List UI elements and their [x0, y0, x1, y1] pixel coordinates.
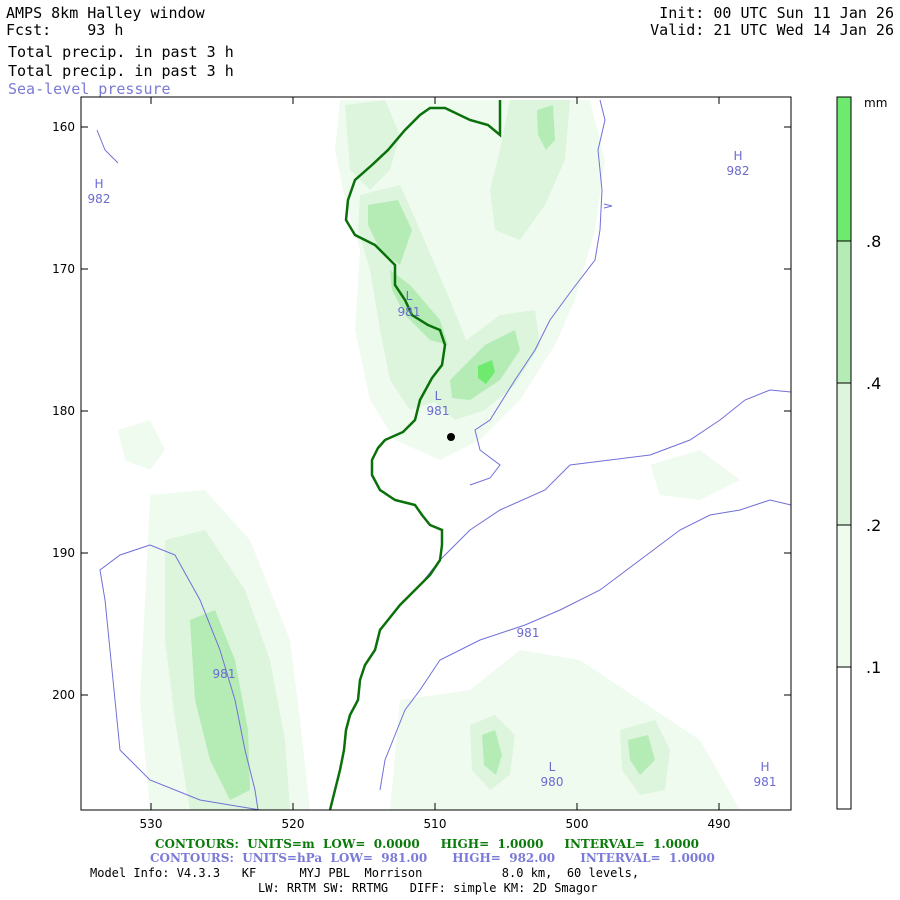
- plot-area: [81, 97, 791, 810]
- colorbar-label-0.1: .1: [866, 658, 881, 677]
- l-value-bottom: 980: [541, 775, 564, 789]
- field-label-1: Total precip. in past 3 h: [8, 43, 234, 61]
- y-tick-labels: 160 170 180 190 200: [52, 120, 75, 702]
- isobar-small-loop: [603, 203, 613, 209]
- pressure-centers: H 982 H 982 L 981 L 981 L 980 H 981 981 …: [88, 149, 777, 789]
- colorbar-seg-0: [837, 667, 851, 809]
- coastline-contour: [328, 100, 502, 810]
- physics-info: LW: RRTM SW: RRTMG DIFF: simple KM: 2D S…: [258, 881, 598, 895]
- colorbar-seg-2: [837, 383, 851, 525]
- fcst-value: 93 h: [87, 21, 124, 39]
- h-label-bottom: H: [760, 760, 769, 774]
- isobar-upper-right: [469, 99, 606, 486]
- x-tick-490: 490: [708, 817, 731, 831]
- x-tick-500: 500: [566, 817, 589, 831]
- model-title: AMPS 8km Halley window: [6, 4, 205, 22]
- h-value-left: 982: [88, 192, 111, 206]
- isobars: [96, 99, 791, 810]
- y-tick-200: 200: [52, 688, 75, 702]
- fcst-label: Fcst:: [6, 21, 52, 39]
- isobar-left: [99, 544, 261, 810]
- h-value-right: 982: [727, 164, 750, 178]
- isobar-diagonal-1: [419, 389, 791, 586]
- colorbar-seg-1: [837, 525, 851, 667]
- h-label-left: H: [94, 177, 103, 191]
- y-tick-160: 160: [52, 120, 75, 134]
- init-time: Init: 00 UTC Sun 11 Jan 26: [659, 4, 894, 22]
- h-value-bottom: 981: [754, 775, 777, 789]
- isobar-label-diag: 981: [517, 626, 540, 640]
- isobar-corner: [96, 129, 119, 164]
- x-tick-520: 520: [282, 817, 305, 831]
- contours-info-coast: CONTOURS: UNITS=m LOW= 0.0000 HIGH= 1.00…: [155, 837, 700, 851]
- station-dot: [447, 433, 455, 441]
- isobar-left-inner: [149, 544, 259, 810]
- axis-ticks: [81, 97, 791, 810]
- colorbar-label-0.8: .8: [866, 232, 881, 251]
- y-tick-180: 180: [52, 404, 75, 418]
- isobar-label-left: 981: [213, 667, 236, 681]
- colorbar-seg-4: [837, 97, 851, 241]
- l-value-mid: 981: [427, 404, 450, 418]
- x-tick-labels: 530 520 510 500 490: [140, 817, 731, 831]
- colorbar-seg-3: [837, 241, 851, 383]
- contours-info-pressure: CONTOURS: UNITS=hPa LOW= 981.00 HIGH= 98…: [150, 851, 715, 865]
- l-value-upper: 981: [398, 305, 421, 319]
- l-label-bottom: L: [549, 760, 556, 774]
- isobar-diagonal-2: [379, 499, 791, 791]
- l-label-upper: L: [406, 289, 413, 303]
- h-label-right: H: [733, 149, 742, 163]
- l-label-mid: L: [435, 389, 442, 403]
- precip-band-0.8: [478, 360, 495, 384]
- colorbar: mm .1 .2 .4 .8: [836, 96, 887, 810]
- valid-time: Valid: 21 UTC Wed 14 Jan 26: [650, 21, 894, 39]
- field-label-2: Total precip. in past 3 h: [8, 62, 234, 80]
- x-tick-530: 530: [140, 817, 163, 831]
- plot-frame: [80, 96, 792, 811]
- field-label-3: Sea-level pressure: [8, 80, 171, 98]
- model-info: Model Info: V4.3.3 KF MYJ PBL Morrison 8…: [90, 866, 640, 880]
- y-tick-190: 190: [52, 546, 75, 560]
- forecast-hour: Fcst: 93 h: [6, 22, 123, 39]
- colorbar-unit: mm: [864, 96, 887, 110]
- colorbar-label-0.4: .4: [866, 374, 881, 393]
- x-tick-510: 510: [424, 817, 447, 831]
- y-tick-170: 170: [52, 262, 75, 276]
- colorbar-label-0.2: .2: [866, 516, 881, 535]
